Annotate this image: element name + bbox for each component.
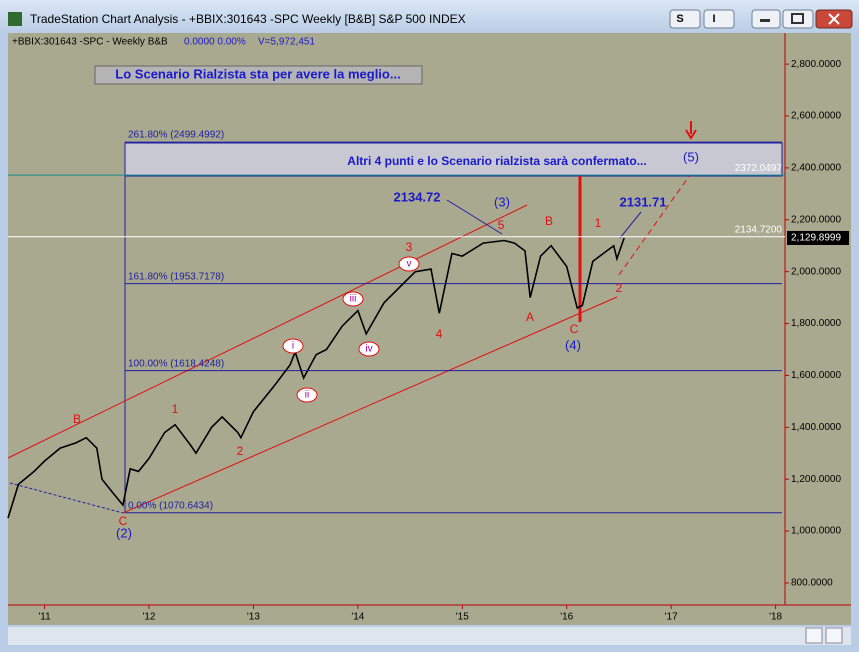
zoom-out[interactable] <box>805 627 823 644</box>
x-tick-label: '14 <box>351 612 364 623</box>
price-line-series <box>7 237 625 519</box>
app-icon <box>8 12 22 26</box>
wave-count: 4 <box>436 327 443 341</box>
x-tick-label: '17 <box>665 612 678 623</box>
last-price-box <box>787 230 849 245</box>
confirm-note: Altri 4 punti e lo Scenario rialzista sa… <box>347 154 646 168</box>
fib-label: 261.80% (2499.4992) <box>128 130 224 141</box>
down-arrow <box>685 121 697 140</box>
wave-label: (2) <box>116 525 132 540</box>
maximize-button[interactable] <box>782 9 814 29</box>
y-tick-label: 1,200.0000 <box>791 474 841 485</box>
fib-label: 161.80% (1953.7178) <box>128 271 224 282</box>
roman-badge <box>398 256 420 272</box>
roman-badge <box>282 338 304 354</box>
wave-count: 2 <box>616 281 623 295</box>
price-line-label: 2372.0497 <box>735 163 783 174</box>
y-tick-label: 800.0000 <box>791 578 833 589</box>
y-tick-label: 2,200.0000 <box>791 214 841 225</box>
wave-count: C <box>570 322 579 336</box>
y-tick-label: 1,400.0000 <box>791 422 841 433</box>
channel-lower <box>122 296 618 514</box>
fib-label: 0.00% (1070.6434) <box>128 500 213 511</box>
scrollbar[interactable] <box>8 627 851 645</box>
roman-label: i <box>292 341 294 352</box>
wave-count: C <box>119 514 128 528</box>
last-price-label: 2,129.8999 <box>791 233 841 244</box>
y-tick-label: 2,800.0000 <box>791 59 841 70</box>
wave-count: B <box>73 412 81 426</box>
x-tick-label: '16 <box>560 612 573 623</box>
wave-count: 1 <box>172 402 179 416</box>
chart-area <box>8 33 851 625</box>
zoom-in[interactable] <box>825 627 843 644</box>
volume-info: V=5,972,451 <box>258 37 315 48</box>
y-tick-label: 1,000.0000 <box>791 526 841 537</box>
y-tick-label: 2,600.0000 <box>791 111 841 122</box>
x-tick-label: '11 <box>38 612 51 623</box>
projection-dashed <box>618 174 691 276</box>
fib-label: 100.00% (1618.4248) <box>128 358 224 369</box>
pointer-3 <box>446 199 503 235</box>
x-tick-label: '15 <box>456 612 469 623</box>
price-info: 0.0000 0.00% <box>184 37 246 48</box>
price-line-label: 2134.7200 <box>735 224 783 235</box>
wave-label: (4) <box>565 337 581 352</box>
x-tick-label: '13 <box>247 612 260 623</box>
wave-label: (3) <box>494 194 510 209</box>
y-tick-label: 1,600.0000 <box>791 370 841 381</box>
roman-label: iv <box>365 344 372 355</box>
roman-badge <box>342 291 364 307</box>
s-button[interactable] <box>669 9 701 29</box>
drawings <box>7 65 785 514</box>
window-title: TradeStation Chart Analysis - +BBIX:3016… <box>30 12 466 26</box>
wave-count: 1 <box>595 216 602 230</box>
y-tick-label: 2,000.0000 <box>791 266 841 277</box>
wave-count: 5 <box>498 218 505 232</box>
trend-dashed <box>9 482 124 514</box>
headline: Lo Scenario Rialzista sta per avere la m… <box>115 66 400 81</box>
roman-label: iii <box>350 294 357 305</box>
x-tick-label: '12 <box>142 612 155 623</box>
wave-count: 3 <box>406 240 413 254</box>
wave-count: 2 <box>237 444 244 458</box>
symbol-info: +BBIX:301643 -SPC - Weekly B&B <box>12 37 168 48</box>
x-tick-label: '18 <box>769 612 782 623</box>
i-button[interactable] <box>703 9 735 29</box>
y-tick-label: 2,400.0000 <box>791 163 841 174</box>
price-axis <box>785 33 851 605</box>
wave-label: (5) <box>683 149 699 164</box>
y-tick-label: 1,800.0000 <box>791 318 841 329</box>
pointer-2131 <box>619 211 642 239</box>
close-icon <box>828 13 840 25</box>
roman-label: v <box>407 259 412 270</box>
wave-price: 2131.71 <box>620 194 667 209</box>
wave-count: B <box>545 214 553 228</box>
wave-price: 2134.72 <box>394 189 441 204</box>
headline-box <box>94 65 423 85</box>
minimize-icon <box>760 19 770 22</box>
channel-upper <box>7 204 528 459</box>
roman-badge <box>296 387 318 403</box>
s-button-label[interactable]: S <box>676 13 683 25</box>
roman-label: ii <box>305 390 309 401</box>
target-zone <box>124 142 783 177</box>
i-button-label[interactable]: I <box>712 13 715 25</box>
maximize-icon <box>791 13 804 24</box>
wave-count: A <box>526 310 534 324</box>
roman-badge <box>358 341 380 357</box>
